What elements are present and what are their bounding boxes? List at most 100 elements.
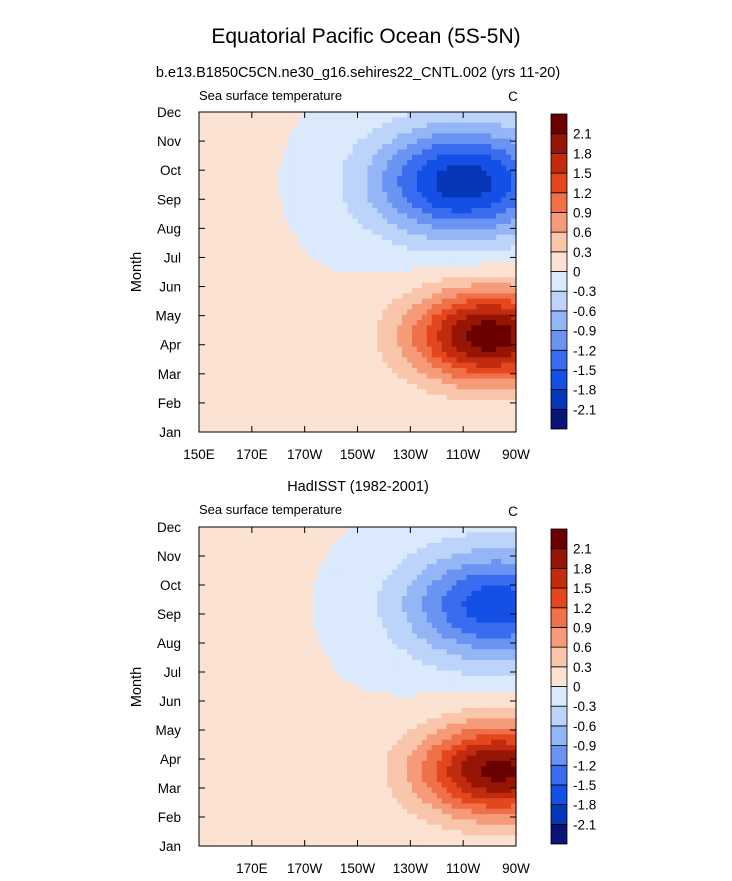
contour-cell: [268, 144, 274, 150]
contour-cell: [466, 266, 473, 273]
contour-cell: [377, 405, 383, 412]
contour-cell: [461, 325, 468, 332]
contour-cell: [397, 378, 403, 385]
contour-cell: [382, 192, 388, 198]
contour-cell: [208, 394, 215, 401]
contour-cell: [283, 368, 289, 374]
contour-cell: [218, 596, 225, 603]
contour-cell: [416, 362, 423, 369]
contour-cell: [392, 298, 398, 305]
contour-cell: [342, 553, 349, 560]
contour-cell: [203, 202, 210, 209]
contour-cell: [461, 410, 468, 417]
contour-cell: [283, 277, 289, 284]
contour-cell: [421, 606, 428, 613]
contour-cell: [352, 309, 359, 316]
contour-cell: [491, 266, 497, 273]
contour-cell: [491, 197, 497, 204]
contour-cell: [496, 202, 502, 209]
contour-cell: [352, 229, 359, 236]
contour-cell: [223, 384, 230, 390]
contour-cell: [491, 596, 497, 603]
contour-cell: [199, 548, 205, 555]
contour-cell: [367, 224, 373, 230]
contour-cell: [471, 245, 477, 252]
contour-cell: [436, 426, 443, 433]
contour-cell: [471, 272, 477, 278]
contour-cell: [298, 160, 304, 166]
contour-cell: [451, 192, 458, 198]
contour-cell: [248, 176, 255, 182]
contour-cell: [382, 314, 388, 321]
contour-cell: [367, 389, 373, 396]
contour-cell: [511, 224, 517, 230]
contour-cell: [263, 117, 269, 124]
contour-cell: [347, 400, 354, 406]
contour-cell: [436, 590, 443, 597]
contour-cell: [347, 165, 354, 172]
contour-cell: [466, 117, 473, 124]
contour-cell: [491, 181, 497, 188]
contour-cell: [372, 400, 378, 406]
contour-cell: [397, 574, 403, 581]
contour-cell: [203, 128, 210, 134]
contour-cell: [506, 288, 512, 294]
contour-cell: [233, 590, 240, 597]
contour-cell: [303, 314, 309, 321]
contour-cell: [511, 176, 517, 182]
contour-cell: [332, 160, 339, 166]
contour-cell: [342, 277, 349, 284]
contour-cell: [471, 532, 477, 539]
contour-cell: [416, 580, 423, 587]
contour-cell: [203, 352, 210, 358]
contour-cell: [511, 240, 517, 246]
contour-cell: [506, 532, 512, 539]
contour-cell: [303, 149, 309, 156]
contour-cell: [288, 416, 294, 422]
contour-cell: [307, 410, 314, 417]
contour-cell: [347, 596, 354, 603]
contour-cell: [471, 336, 477, 342]
contour-cell: [283, 362, 289, 369]
contour-cell: [372, 320, 378, 326]
contour-cell: [416, 176, 423, 182]
contour-cell: [332, 421, 339, 428]
contour-cell: [278, 288, 284, 294]
contour-cell: [387, 537, 393, 544]
contour-cell: [258, 192, 264, 198]
contour-cell: [446, 192, 453, 198]
contour-cell: [208, 208, 215, 214]
contour-cell: [208, 224, 215, 230]
contour-cell: [303, 224, 309, 230]
contour-cell: [357, 176, 364, 182]
contour-cell: [342, 320, 349, 326]
contour-cell: [298, 266, 304, 273]
contour-cell: [357, 389, 364, 396]
contour-cell: [501, 537, 507, 544]
contour-cell: [332, 186, 339, 193]
contour-cell: [377, 558, 383, 565]
contour-cell: [506, 410, 512, 417]
contour-cell: [228, 368, 235, 374]
contour-cell: [327, 569, 334, 576]
contour-cell: [397, 368, 403, 374]
contour-cell: [327, 410, 334, 417]
contour-cell: [421, 590, 428, 597]
contour-cell: [436, 389, 443, 396]
contour-cell: [273, 197, 279, 204]
contour-cell: [312, 181, 319, 188]
contour-cell: [213, 596, 220, 603]
contour-cell: [511, 234, 517, 241]
contour-cell: [303, 261, 309, 268]
contour-cell: [476, 186, 482, 193]
contour-cell: [223, 117, 230, 124]
contour-cell: [347, 542, 354, 549]
contour-cell: [461, 564, 468, 571]
contour-cell: [253, 537, 260, 544]
contour-cell: [273, 277, 279, 284]
contour-cell: [476, 261, 482, 268]
contour-cell: [431, 416, 438, 422]
contour-cell: [238, 266, 245, 273]
contour-cell: [466, 128, 473, 134]
contour-cell: [293, 213, 299, 220]
